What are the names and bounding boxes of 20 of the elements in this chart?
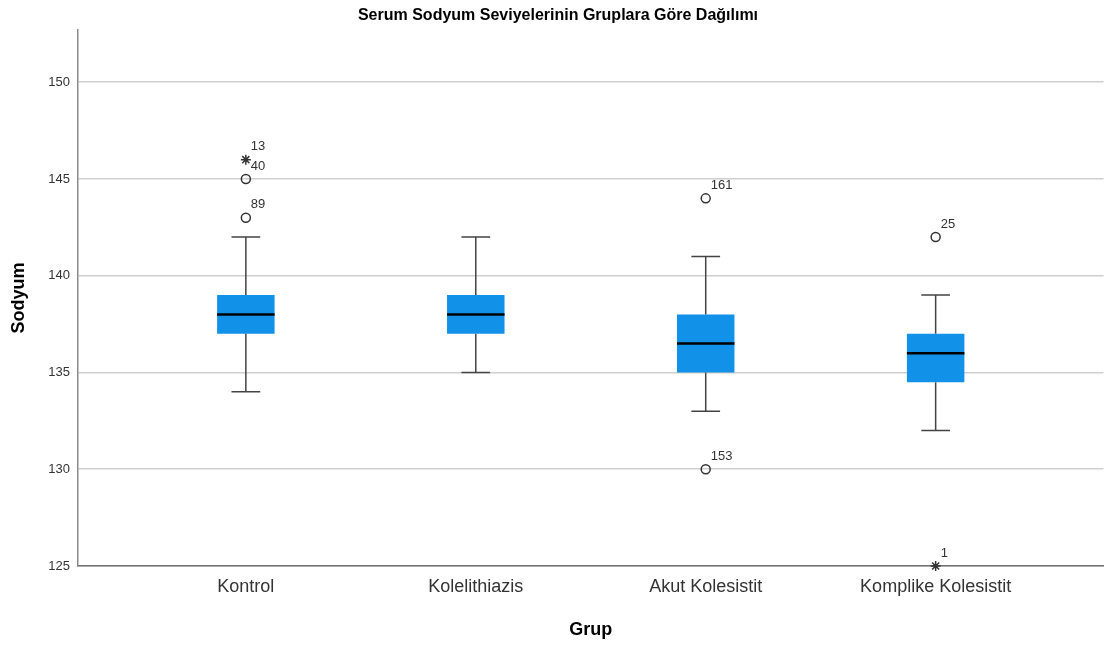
y-tick-label: 145	[48, 170, 70, 186]
x-tick-label: Kontrol	[217, 575, 275, 596]
y-tick-label: 150	[48, 73, 70, 89]
x-axis-title: Grup	[569, 619, 613, 640]
annotation: 1	[940, 544, 948, 560]
annotation: 89	[250, 196, 266, 212]
x-tick-label: Kolelithiazis	[428, 575, 524, 596]
y-tick-label: 140	[48, 267, 70, 283]
y-tick-label: 125	[48, 557, 70, 573]
annotation: 161	[710, 176, 733, 192]
y-tick-label: 130	[48, 460, 70, 476]
x-tick-label: Akut Kolesistit	[649, 575, 763, 596]
chart-title: Serum Sodyum Seviyelerinin Gruplara Göre Dağılımı	[357, 6, 759, 24]
x-tick-label: Komplike Kolesistit	[860, 575, 1012, 596]
annotation: 153	[710, 447, 733, 463]
y-tick-label: 135	[48, 364, 70, 380]
annotation: 40	[250, 157, 266, 173]
y-axis-title: Sodyum	[7, 262, 28, 334]
annotation: 25	[940, 215, 956, 231]
annotation: 13	[250, 138, 266, 154]
